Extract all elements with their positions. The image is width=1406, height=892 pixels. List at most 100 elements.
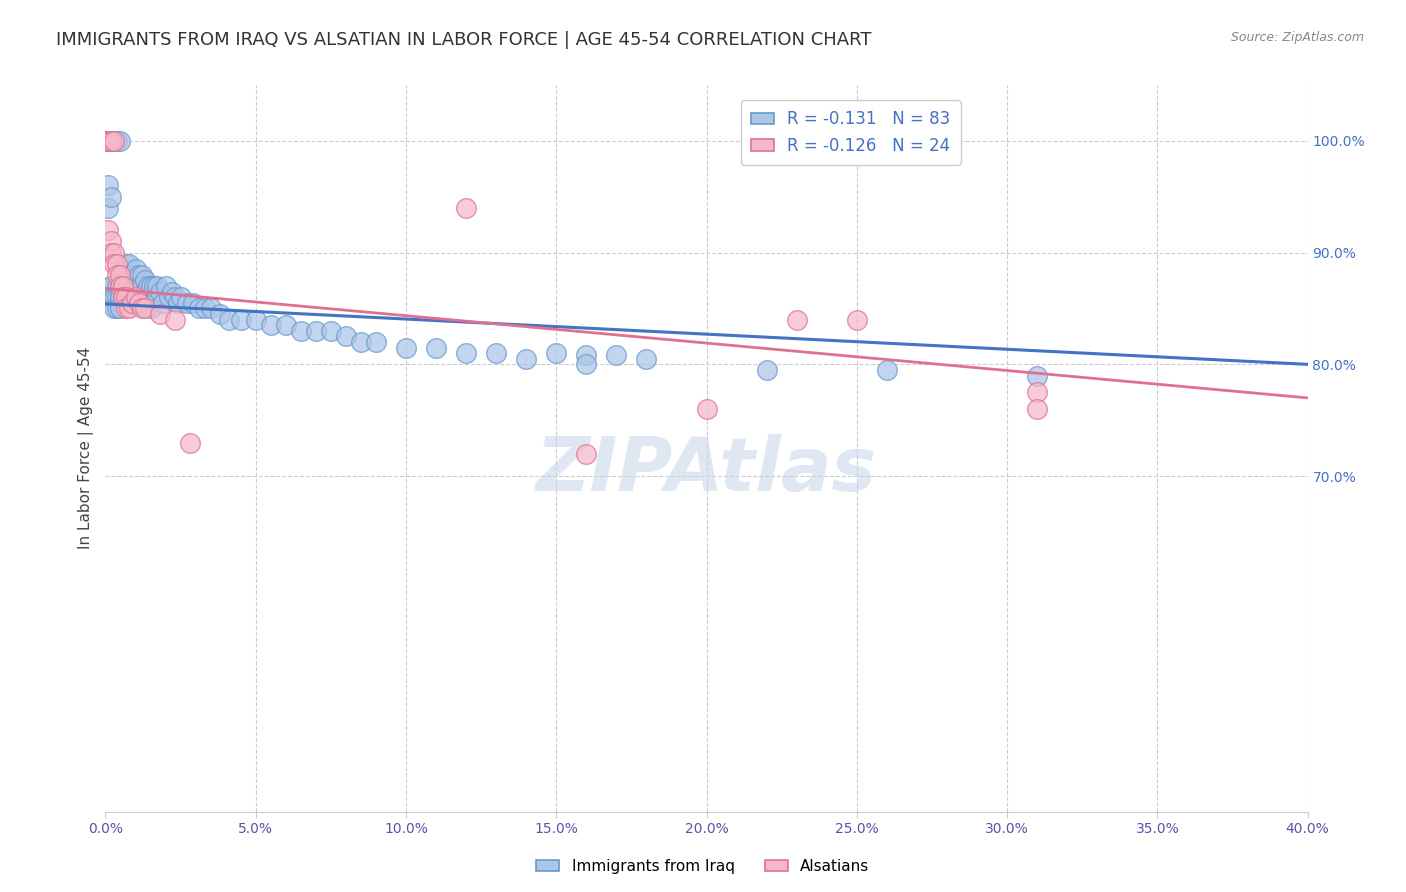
Point [100, 134, 122, 148]
Point [128, 279, 150, 293]
Point [134, 285, 156, 299]
Point [145, 279, 167, 293]
Point [148, 307, 170, 321]
Point [1026, 402, 1049, 417]
Point [395, 341, 418, 355]
Point [145, 290, 167, 304]
Point [187, 301, 209, 316]
Point [112, 290, 135, 304]
Point [100, 235, 122, 249]
Point [103, 134, 125, 148]
Point [134, 301, 156, 316]
Point [112, 290, 135, 304]
Point [110, 301, 132, 316]
Point [696, 402, 718, 417]
Point [148, 285, 170, 299]
Point [97, 201, 120, 215]
Point [115, 268, 138, 282]
Point [755, 363, 778, 377]
Text: Source: ZipAtlas.com: Source: ZipAtlas.com [1230, 31, 1364, 45]
Point [1026, 368, 1049, 383]
Point [103, 301, 125, 316]
Point [131, 301, 153, 316]
Point [118, 268, 141, 282]
Point [103, 290, 125, 304]
Point [124, 262, 146, 277]
Point [124, 285, 146, 299]
Point [163, 290, 186, 304]
Point [110, 290, 132, 304]
Point [290, 324, 312, 338]
Point [112, 268, 135, 282]
Point [112, 279, 135, 293]
Point [454, 346, 477, 360]
Legend: Immigrants from Iraq, Alsatians: Immigrants from Iraq, Alsatians [530, 853, 876, 880]
Point [260, 318, 283, 333]
Point [169, 290, 191, 304]
Text: ZIPAtlas: ZIPAtlas [536, 434, 877, 507]
Point [152, 296, 174, 310]
Point [100, 245, 122, 260]
Point [115, 257, 138, 271]
Point [128, 268, 150, 282]
Point [110, 279, 132, 293]
Point [157, 290, 180, 304]
Point [103, 257, 125, 271]
Text: IMMIGRANTS FROM IRAQ VS ALSATIAN IN LABOR FORCE | AGE 45-54 CORRELATION CHART: IMMIGRANTS FROM IRAQ VS ALSATIAN IN LABO… [56, 31, 872, 49]
Point [118, 290, 141, 304]
Point [107, 257, 129, 271]
Point [350, 334, 373, 349]
Point [100, 134, 122, 148]
Point [103, 290, 125, 304]
Point [97, 134, 120, 148]
Point [118, 257, 141, 271]
Point [100, 189, 122, 203]
Point [110, 268, 132, 282]
Point [575, 447, 598, 461]
Point [124, 290, 146, 304]
Point [636, 351, 658, 366]
Point [107, 290, 129, 304]
Point [1026, 385, 1049, 400]
Point [485, 346, 508, 360]
Point [179, 435, 201, 450]
Point [845, 312, 868, 326]
Point [155, 279, 177, 293]
Point [115, 290, 138, 304]
Point [97, 223, 120, 237]
Point [121, 279, 143, 293]
Point [200, 301, 222, 316]
Point [115, 290, 138, 304]
Point [128, 296, 150, 310]
Point [124, 273, 146, 287]
Point [454, 201, 477, 215]
Point [575, 348, 598, 362]
Point [194, 301, 217, 316]
Point [131, 279, 153, 293]
Point [107, 279, 129, 293]
Point [160, 285, 183, 299]
Point [142, 279, 165, 293]
Point [97, 178, 120, 193]
Point [136, 290, 159, 304]
Point [136, 279, 159, 293]
Point [425, 341, 447, 355]
Point [245, 312, 267, 326]
Point [100, 279, 122, 293]
Point [100, 134, 122, 148]
Point [110, 134, 132, 148]
Point [131, 268, 153, 282]
Point [139, 301, 162, 316]
Point [100, 290, 122, 304]
Point [107, 268, 129, 282]
Point [208, 307, 231, 321]
Point [97, 134, 120, 148]
Point [575, 357, 598, 371]
Point [118, 301, 141, 316]
Legend: R = -0.131   N = 83, R = -0.126   N = 24: R = -0.131 N = 83, R = -0.126 N = 24 [741, 100, 960, 165]
Point [118, 279, 141, 293]
Point [181, 296, 204, 310]
Point [218, 312, 240, 326]
Point [134, 273, 156, 287]
Point [121, 268, 143, 282]
